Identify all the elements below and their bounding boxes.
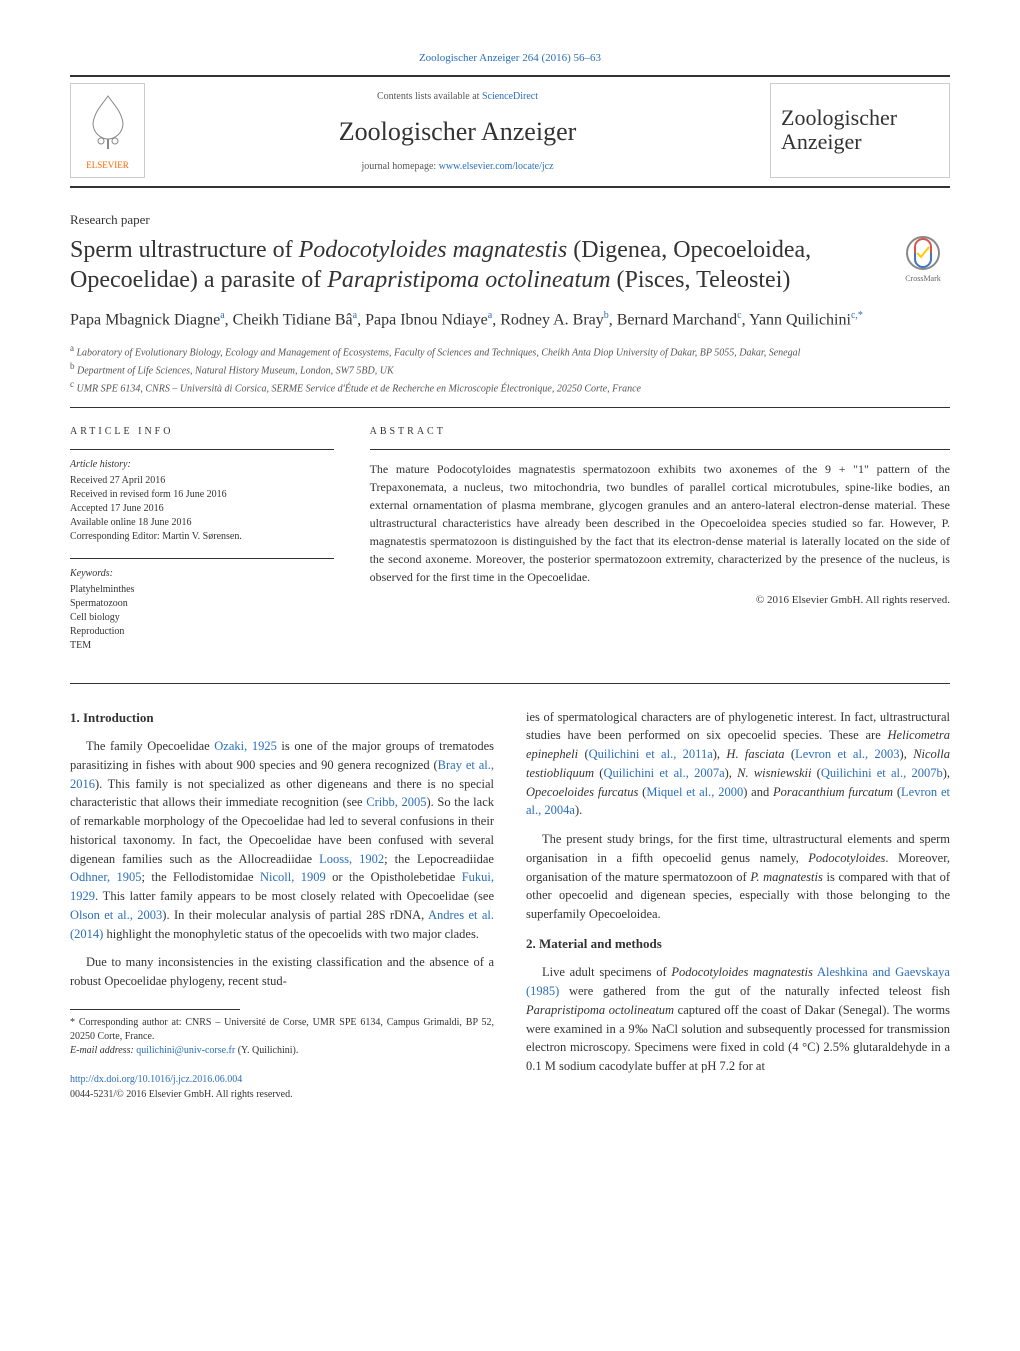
elsevier-label: ELSEVIER: [86, 159, 129, 173]
footnote-rule: [70, 1009, 240, 1010]
intro-p1: The family Opecoelidae Ozaki, 1925 is on…: [70, 737, 494, 943]
top-citation: Zoologischer Anzeiger 264 (2016) 56–63: [70, 50, 950, 67]
abstract-rule: [370, 449, 950, 450]
intro-heading: 1. Introduction: [70, 708, 494, 728]
homepage-line: journal homepage: www.elsevier.com/locat…: [157, 159, 758, 174]
abstract-text: The mature Podocotyloides magnatestis sp…: [370, 460, 950, 586]
author-list: Papa Mbagnick Diagnea, Cheikh Tidiane Bâ…: [70, 309, 950, 332]
email-link[interactable]: quilichini@univ-corse.fr: [136, 1045, 235, 1056]
history-line: Accepted 17 June 2016: [70, 502, 334, 516]
paper-type: Research paper: [70, 210, 950, 230]
info-abstract-row: ARTICLE INFO Article history: Received 2…: [70, 407, 950, 684]
abstract-heading: ABSTRACT: [370, 424, 950, 439]
col2-p1: ies of spermatological characters are of…: [526, 708, 950, 821]
history-head: Article history:: [70, 458, 334, 472]
affiliations: a Laboratory of Evolutionary Biology, Ec…: [70, 342, 950, 397]
intro-p2: Due to many inconsistencies in the exist…: [70, 953, 494, 991]
corresponding-author: * Corresponding author at: CNRS – Univer…: [70, 1016, 494, 1044]
elsevier-tree-icon: [71, 84, 144, 160]
masthead: ELSEVIER Contents lists available at Sci…: [70, 83, 950, 188]
elsevier-logo[interactable]: ELSEVIER: [70, 83, 145, 178]
info-rule: [70, 558, 334, 559]
title-row: Sperm ultrastructure of Podocotyloides m…: [70, 235, 950, 295]
issn-line: 0044-5231/© 2016 Elsevier GmbH. All righ…: [70, 1087, 494, 1102]
affiliation-b: b Department of Life Sciences, Natural H…: [70, 360, 950, 378]
contents-line: Contents lists available at ScienceDirec…: [157, 89, 758, 104]
doi-link[interactable]: http://dx.doi.org/10.1016/j.jcz.2016.06.…: [70, 1074, 242, 1085]
col2-p2: The present study brings, for the first …: [526, 830, 950, 924]
crossmark-label: CrossMark: [896, 273, 950, 285]
keyword: Spermatozoon: [70, 597, 334, 611]
column-left: 1. Introduction The family Opecoelidae O…: [70, 708, 494, 1102]
sciencedirect-link[interactable]: ScienceDirect: [482, 91, 538, 102]
page-root: Zoologischer Anzeiger 264 (2016) 56–63 E…: [0, 0, 1020, 1152]
history-line: Corresponding Editor: Martin V. Sørensen…: [70, 530, 334, 544]
history-line: Received 27 April 2016: [70, 474, 334, 488]
keywords-block: Keywords: Platyhelminthes Spermatozoon C…: [70, 567, 334, 653]
bottom-block: http://dx.doi.org/10.1016/j.jcz.2016.06.…: [70, 1072, 494, 1102]
body-columns: 1. Introduction The family Opecoelidae O…: [70, 708, 950, 1102]
history-line: Received in revised form 16 June 2016: [70, 488, 334, 502]
article-history: Article history: Received 27 April 2016 …: [70, 458, 334, 544]
masthead-center: Contents lists available at ScienceDirec…: [157, 83, 758, 180]
abstract-copyright: © 2016 Elsevier GmbH. All rights reserve…: [370, 592, 950, 609]
keyword: Cell biology: [70, 611, 334, 625]
column-right: ies of spermatological characters are of…: [526, 708, 950, 1102]
journal-name-center: Zoologischer Anzeiger: [157, 112, 758, 151]
crossmark-badge[interactable]: CrossMark: [896, 235, 950, 285]
methods-p1: Live adult specimens of Podocotyloides m…: [526, 963, 950, 1076]
footnotes: * Corresponding author at: CNRS – Univer…: [70, 1016, 494, 1058]
article-info: ARTICLE INFO Article history: Received 2…: [70, 408, 352, 683]
methods-heading: 2. Material and methods: [526, 934, 950, 954]
email-prefix: E-mail address:: [70, 1045, 136, 1056]
affiliation-c: c UMR SPE 6134, CNRS – Università di Cor…: [70, 378, 950, 396]
keywords-head: Keywords:: [70, 567, 334, 581]
homepage-prefix: journal homepage:: [361, 161, 438, 172]
info-rule: [70, 449, 334, 450]
homepage-link[interactable]: www.elsevier.com/locate/jcz: [439, 161, 554, 172]
contents-prefix: Contents lists available at: [377, 91, 482, 102]
email-suffix: (Y. Quilichini).: [235, 1045, 298, 1056]
keyword: Platyhelminthes: [70, 583, 334, 597]
keyword: TEM: [70, 639, 334, 653]
cover-line2: Anzeiger: [781, 130, 939, 154]
keyword: Reproduction: [70, 625, 334, 639]
article-info-heading: ARTICLE INFO: [70, 424, 334, 439]
history-line: Available online 18 June 2016: [70, 516, 334, 530]
affiliation-a: a Laboratory of Evolutionary Biology, Ec…: [70, 342, 950, 360]
cover-line1: Zoologischer: [781, 106, 939, 130]
abstract: ABSTRACT The mature Podocotyloides magna…: [352, 408, 950, 683]
article-title: Sperm ultrastructure of Podocotyloides m…: [70, 235, 880, 295]
top-rule: [70, 75, 950, 77]
crossmark-icon: [905, 235, 941, 271]
journal-cover: Zoologischer Anzeiger: [770, 83, 950, 178]
email-line: E-mail address: quilichini@univ-corse.fr…: [70, 1044, 494, 1058]
